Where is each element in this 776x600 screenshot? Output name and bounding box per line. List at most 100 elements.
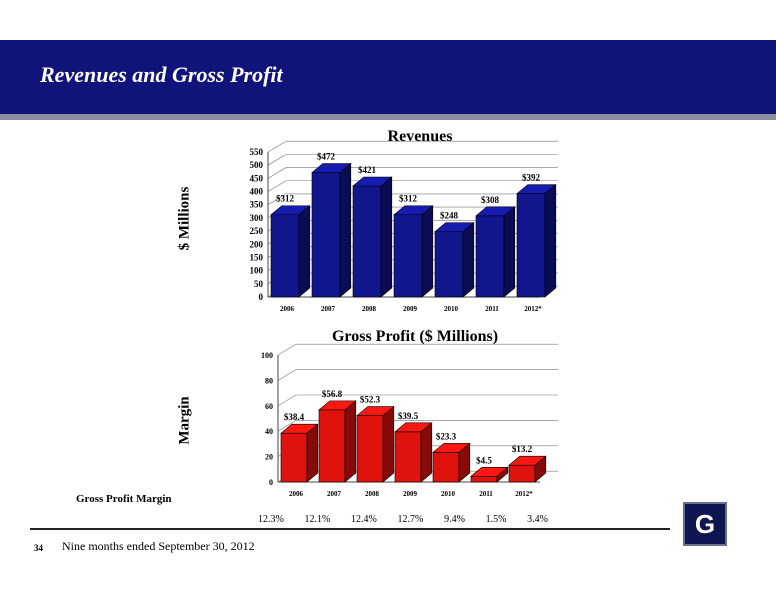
gross-profit-bar [356, 415, 384, 483]
revenue-bar-side [462, 221, 475, 298]
revenue-y-tick-label: 350 [250, 200, 264, 210]
revenue-x-tick-label: 2010 [444, 305, 459, 313]
revenue-bar-side [298, 205, 311, 298]
gross-profit-x-tick-label: 2011 [479, 490, 493, 498]
company-logo: G [683, 502, 727, 546]
revenue-data-label: $312 [276, 194, 295, 204]
gross-profit-grid-side [277, 343, 297, 356]
revenue-grid-side [267, 140, 287, 153]
footnote: Nine months ended September 30, 2012 [62, 539, 255, 553]
revenue-bar-side [421, 205, 434, 298]
gross-profit-x-tick-label: 2010 [441, 490, 456, 498]
revenues-chart-title: Revenues [387, 128, 453, 145]
revenue-bar [352, 185, 382, 298]
gross-profit-bar-side [420, 422, 433, 483]
gross-profit-grid-side [277, 394, 297, 407]
revenue-x-tick-label: 2011 [485, 305, 499, 313]
gross-profit-y-tick-label: 100 [261, 351, 273, 360]
revenue-x-tick-label: 2012* [524, 305, 542, 313]
revenue-bar [516, 193, 546, 298]
revenue-y-tick-label: 100 [250, 266, 264, 276]
gross-profit-data-label: $38.4 [284, 412, 305, 422]
revenue-data-label: $308 [481, 195, 500, 205]
gross-profit-x-tick-label: 2009 [403, 490, 418, 498]
gross-profit-bar [470, 475, 498, 483]
gross-profit-data-label: $23.3 [436, 431, 457, 441]
gross-profit-bar-side [496, 466, 509, 483]
revenue-x-tick-label: 2007 [321, 305, 336, 313]
margin-value: 3.4% [527, 514, 548, 525]
margin-value: 9.4% [444, 514, 465, 525]
gross-profit-margin-label: Gross Profit Margin [76, 493, 172, 505]
gross-profit-margin-row: 12.3% 12.1% 12.4% 12.7% 9.4% 1.5% 3.4% [258, 514, 548, 525]
revenue-data-label: $472 [317, 152, 336, 162]
revenue-bar-side [503, 206, 516, 298]
revenue-x-tick-label: 2009 [403, 305, 418, 313]
revenue-y-tick-label: 550 [250, 147, 264, 157]
revenue-bar [270, 214, 300, 298]
revenue-grid-side [267, 193, 287, 205]
gross-profit-bar-side [534, 455, 547, 483]
gross-profit-grid-side [277, 369, 297, 381]
gross-profit-bar [394, 431, 422, 483]
revenue-y-tick-label: 150 [250, 252, 264, 262]
revenue-bar [434, 231, 464, 298]
gross-profit-data-label: $56.8 [322, 389, 343, 399]
gross-profit-bar-side [306, 423, 319, 483]
logo-letter: G [694, 508, 716, 539]
header-banner [0, 40, 776, 114]
revenue-bar [475, 215, 505, 298]
margin-value: 12.4% [351, 514, 377, 525]
revenue-bar [311, 172, 341, 298]
revenue-y-tick-label: 50 [254, 279, 264, 289]
footer-rule [30, 528, 670, 530]
revenue-y-tick-label: 500 [250, 160, 264, 170]
gross-profit-bar [432, 452, 460, 483]
revenue-y-tick-label: 450 [250, 173, 264, 183]
revenue-data-label: $248 [440, 211, 459, 221]
revenue-data-label: $421 [358, 165, 377, 175]
margin-value: 12.3% [258, 514, 284, 525]
gross-profit-x-tick-label: 2007 [327, 490, 342, 498]
gross-profit-data-label: $52.3 [360, 395, 381, 405]
gross-profit-data-label: $13.2 [512, 444, 533, 454]
revenue-bar-side [380, 176, 393, 298]
gross-profit-grid-side [277, 420, 297, 432]
margin-value: 1.5% [485, 514, 507, 525]
gross-profit-x-tick-label: 2006 [289, 490, 304, 498]
gross-profit-bar-side [344, 400, 357, 483]
gross-profit-y-tick-label: 20 [265, 453, 273, 462]
page-title: Revenues and Gross Profit [40, 62, 283, 87]
margin-value: 12.1% [304, 514, 331, 525]
revenue-bar-side [544, 184, 557, 298]
revenue-bar [393, 214, 423, 298]
gross-profit-chart-title: Gross Profit ($ Millions) [331, 328, 499, 345]
header-rule [0, 114, 776, 120]
revenue-y-tick-label: 250 [250, 226, 264, 236]
gross-profit-bar [280, 432, 308, 483]
gross-profit-y-tick-label: 60 [265, 402, 273, 411]
gross-profit-x-tick-label: 2012* [515, 490, 533, 498]
page-number: 34 [34, 543, 43, 553]
revenue-y-tick-label: 400 [250, 187, 264, 197]
revenue-y-tick-label: 200 [250, 239, 264, 249]
gross-profit-data-label: $4.5 [476, 455, 492, 465]
revenue-x-tick-label: 2008 [362, 305, 377, 313]
margin-value: 12.7% [397, 514, 424, 525]
gross-profit-data-label: $39.5 [398, 411, 419, 421]
revenue-x-tick-label: 2006 [280, 305, 295, 313]
gross-profit-bar [318, 409, 346, 483]
revenue-grid-side [267, 167, 287, 179]
revenue-grid-side [267, 180, 287, 192]
gross-profit-y-tick-label: 80 [265, 376, 273, 385]
gross-profit-y-tick-label: 0 [269, 478, 273, 487]
revenue-y-tick-label: 0 [259, 292, 264, 302]
gross-profit-y-axis-label: Margin [176, 396, 193, 445]
gross-profit-bar-side [458, 442, 471, 483]
gross-profit-bar [508, 464, 536, 483]
gross-profit-x-tick-label: 2008 [365, 490, 380, 498]
revenue-bar-side [339, 162, 352, 298]
revenue-data-label: $392 [522, 173, 541, 183]
revenue-data-label: $312 [399, 194, 418, 204]
